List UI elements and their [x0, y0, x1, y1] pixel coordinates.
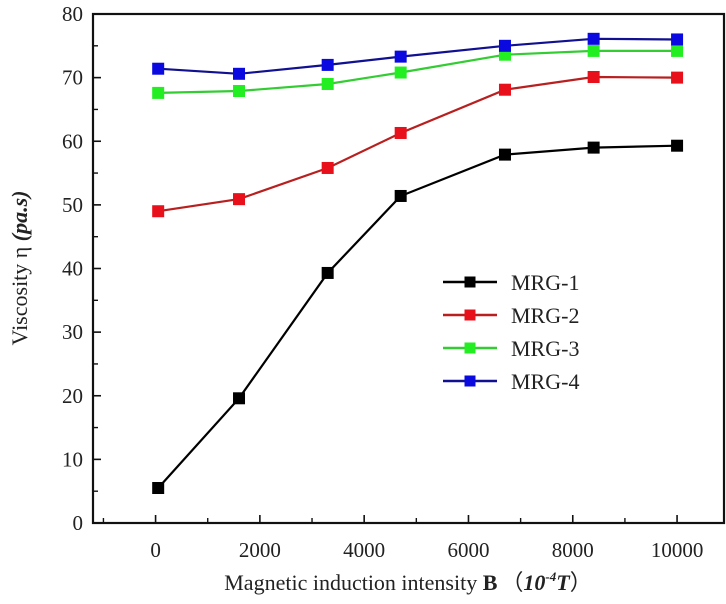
legend-marker [464, 309, 476, 321]
data-point-marker [394, 50, 407, 63]
data-point-marker [587, 141, 600, 154]
data-point-marker [152, 205, 165, 218]
y-tick-label: 0 [73, 511, 84, 535]
data-point-marker [152, 482, 165, 495]
y-tick-label: 50 [62, 193, 83, 217]
y-tick-label: 30 [62, 320, 83, 344]
data-point-marker [671, 71, 684, 84]
legend-item: MRG-4 [443, 369, 579, 394]
data-point-marker [152, 86, 165, 99]
legend-label: MRG-4 [511, 369, 579, 394]
y-tick-label: 10 [62, 447, 83, 471]
data-point-marker [394, 66, 407, 79]
series-mrg-3 [152, 44, 684, 99]
legend-label: MRG-3 [511, 336, 579, 361]
x-tick-label: 8000 [552, 538, 594, 562]
data-point-marker [321, 77, 334, 90]
data-point-marker [394, 126, 407, 139]
data-point-marker [233, 84, 246, 97]
legend-marker [464, 375, 476, 387]
data-point-marker [587, 44, 600, 57]
y-tick-label: 70 [62, 66, 83, 90]
y-tick-label: 20 [62, 384, 83, 408]
y-tick-label: 60 [62, 129, 83, 153]
x-axis-title-paren-close: ） [570, 570, 592, 595]
x-axis-title-unit-exponent: -4 [545, 569, 556, 584]
legend-marker [464, 276, 476, 288]
data-point-marker [233, 193, 246, 206]
legend-label: MRG-2 [511, 303, 579, 328]
x-axis-title-unit-base: 10 [523, 570, 545, 595]
series-mrg-1 [152, 139, 684, 495]
data-point-marker [321, 161, 334, 174]
x-tick-label: 2000 [239, 538, 281, 562]
legend-item: MRG-2 [443, 303, 579, 328]
x-axis-title-unit-symbol: T [556, 570, 571, 595]
data-point-marker [233, 392, 246, 405]
y-tick-label: 80 [62, 2, 83, 26]
data-point-marker [671, 33, 684, 46]
x-tick-label: 0 [150, 538, 161, 562]
legend-marker [464, 342, 476, 354]
data-point-marker [498, 83, 511, 96]
data-point-marker [321, 58, 334, 71]
x-tick-label: 4000 [343, 538, 385, 562]
data-point-marker [587, 70, 600, 83]
legend-item: MRG-1 [443, 270, 579, 295]
data-point-marker [587, 32, 600, 45]
data-point-marker [233, 67, 246, 80]
x-tick-label: 6000 [447, 538, 489, 562]
legend-item: MRG-3 [443, 336, 579, 361]
legend: MRG-1 MRG-2 MRG-3 MRG-4 [443, 270, 579, 394]
data-point-marker [152, 62, 165, 75]
y-axis-title-unit: (pa.s) [7, 190, 32, 241]
data-point-marker [498, 39, 511, 52]
series-layer [152, 32, 684, 495]
x-axis-title-paren-open: （ [501, 570, 523, 595]
x-tick-label: 10000 [651, 538, 704, 562]
legend-label: MRG-1 [511, 270, 579, 295]
x-axis-title-variable: B [483, 570, 498, 595]
series-mrg-4 [152, 32, 684, 80]
x-axis-title-text: Magnetic induction intensity [224, 570, 482, 595]
y-axis-title: Viscosity η (pa.s) [7, 190, 32, 345]
plot-frame [91, 12, 726, 525]
y-tick-label: 40 [62, 257, 83, 281]
series-mrg-2 [152, 70, 684, 218]
data-point-marker [321, 266, 334, 279]
data-point-marker [394, 189, 407, 202]
data-point-marker [671, 44, 684, 57]
y-axis-title-text: Viscosity η [7, 241, 32, 345]
x-axis-title: Magnetic induction intensity B （10-4T） [224, 569, 591, 595]
data-point-marker [498, 148, 511, 161]
axis-layer: 0 10 20 30 40 50 60 70 80 0 2000 4000 6000 8000 10000 [62, 2, 703, 562]
data-point-marker [671, 139, 684, 152]
